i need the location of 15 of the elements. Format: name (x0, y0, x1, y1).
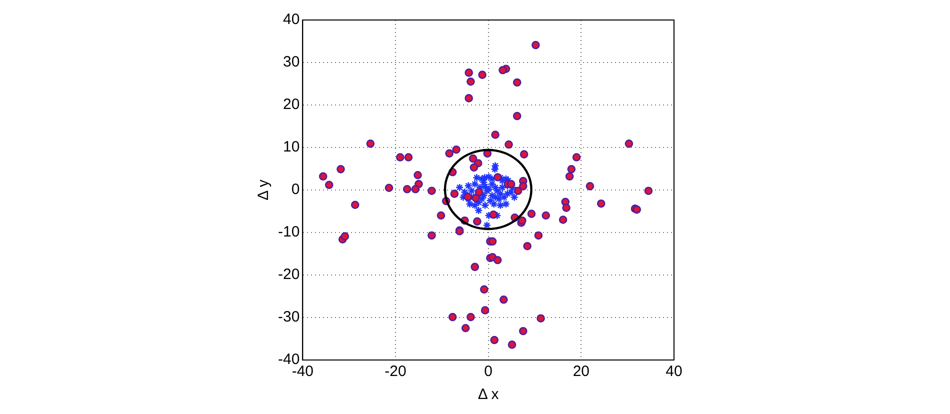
y-tick-label: 10 (282, 138, 300, 156)
x-tick-label: 0 (484, 363, 493, 380)
y-axis-title: Δ y (255, 179, 272, 200)
y-tick-label: -40 (278, 351, 300, 368)
y-tick-label: 20 (282, 96, 300, 114)
y-tick-label: 40 (282, 11, 300, 28)
y-tick-label: -20 (278, 266, 300, 284)
x-tick-label: -20 (384, 363, 406, 380)
x-tick-label: 20 (572, 363, 590, 380)
y-tick-label: 30 (282, 54, 300, 71)
x-axis-title: Δ x (478, 386, 500, 404)
x-tick-label: 40 (666, 363, 682, 380)
y-tick-label: 0 (291, 181, 300, 198)
y-tick-label: -10 (278, 224, 300, 241)
y-tick-label: -30 (278, 308, 300, 326)
